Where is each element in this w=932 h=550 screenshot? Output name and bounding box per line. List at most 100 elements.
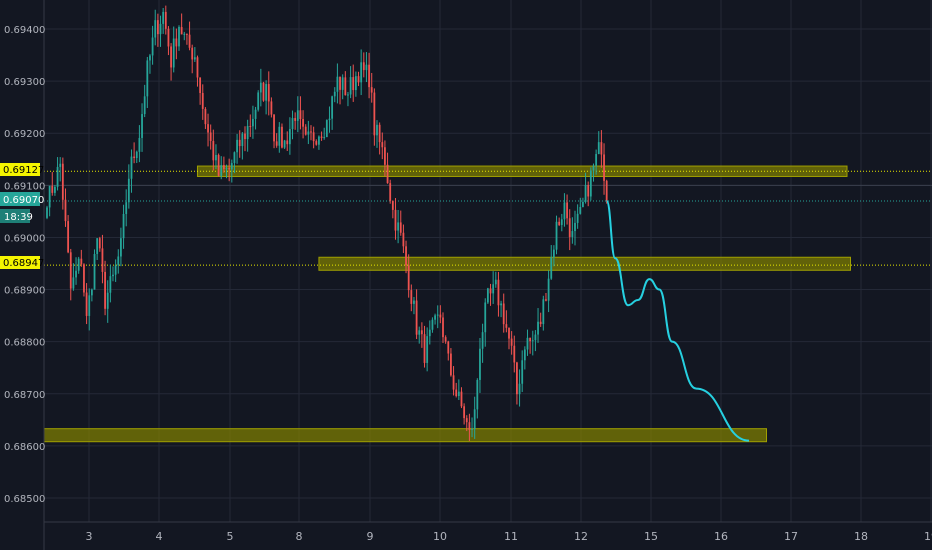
price-tick-label: 0.68700	[4, 390, 45, 401]
projection-path	[605, 199, 750, 442]
price-axis[interactable]: 0.69400 0.69300 0.69200 0.69100 0.69000 0.689…	[4, 0, 45, 550]
candle-body	[603, 154, 605, 181]
candle-body	[288, 129, 291, 145]
candle-body	[558, 221, 561, 225]
candle-body	[191, 47, 194, 60]
candle-body	[233, 152, 236, 164]
countdown-tag: 18:39	[4, 212, 33, 223]
candle-body	[566, 202, 568, 219]
candle-body	[299, 110, 302, 119]
candle-body	[439, 314, 442, 318]
candle-body	[310, 131, 312, 133]
candle-body	[215, 154, 217, 161]
candle-body	[98, 238, 101, 249]
candle-body	[373, 92, 376, 136]
candle-body	[484, 302, 487, 333]
candle-body	[571, 231, 574, 237]
candle-body	[431, 319, 434, 330]
time-axis[interactable]: 3 4 5 8 9 10 11 12 15 16 17 18 19	[44, 521, 932, 543]
candle-body	[410, 290, 413, 304]
candle-body	[434, 315, 436, 320]
candle-body	[539, 321, 542, 325]
candle-body	[220, 165, 223, 176]
candle-body	[106, 292, 109, 309]
candle-body	[120, 238, 122, 257]
candle-body	[505, 324, 508, 328]
candle-body	[423, 334, 426, 363]
candle-body	[552, 249, 555, 258]
candle-body	[413, 300, 415, 304]
time-tick-label: 9	[367, 530, 374, 543]
candle-body	[193, 57, 196, 60]
candle-body	[526, 337, 529, 350]
candle-body	[492, 284, 495, 294]
candle-body	[286, 140, 289, 145]
candle-body	[391, 200, 394, 210]
candle-body	[167, 28, 170, 47]
candle-body	[199, 77, 202, 93]
candle-body	[471, 428, 473, 430]
candle-body	[523, 349, 526, 361]
time-tick-label: 12	[574, 530, 588, 543]
candle-body	[201, 92, 204, 109]
candle-body	[529, 337, 532, 342]
candle-body	[244, 133, 246, 140]
candle-body	[127, 178, 130, 203]
candle-body	[550, 257, 553, 279]
candle-body	[162, 11, 165, 24]
candle-body	[80, 258, 83, 265]
candle-body	[576, 213, 579, 223]
candle-body	[444, 337, 447, 342]
candle-body	[555, 221, 558, 250]
time-tick-label: 8	[296, 530, 303, 543]
candle-body	[460, 391, 463, 407]
candle-body	[204, 108, 207, 125]
candle-body	[542, 299, 545, 325]
price-tick-label: 0.69000	[4, 233, 45, 244]
level-1-tag: 0.69127	[3, 165, 44, 176]
candle-body	[600, 142, 603, 155]
candle-body	[175, 38, 178, 47]
candle-body	[605, 180, 608, 201]
candle-body	[196, 57, 199, 78]
price-tags: 0.69127 0.69070 18:39 0.68947	[0, 163, 44, 269]
candle-body	[283, 140, 286, 148]
candle-body	[151, 37, 154, 56]
candle-body	[236, 139, 238, 153]
candle-body	[426, 336, 429, 363]
candle-body	[238, 139, 241, 147]
time-tick-label: 4	[156, 530, 163, 543]
candle-body	[104, 271, 106, 309]
candle-body	[399, 222, 402, 233]
candle-body	[370, 87, 373, 93]
candle-body	[77, 258, 80, 271]
candle-body	[378, 124, 381, 143]
candle-body	[328, 118, 331, 121]
candle-body	[72, 277, 75, 289]
projection-curve	[605, 199, 750, 442]
level-1-tag-bg	[0, 163, 40, 176]
candle-body	[579, 206, 582, 214]
candle-body	[397, 222, 400, 231]
countdown-tag-bg	[0, 209, 30, 223]
price-tick-label: 0.69200	[4, 129, 45, 140]
horizontal-levels	[44, 170, 932, 266]
candle-body	[452, 375, 455, 390]
candle-body	[67, 221, 70, 253]
candle-body	[347, 94, 349, 96]
price-tick-label: 0.69400	[4, 25, 45, 36]
candle-body	[560, 219, 563, 225]
candle-body	[320, 136, 323, 138]
candle-body	[267, 84, 270, 102]
candle-body	[93, 253, 96, 290]
candle-body	[592, 165, 595, 171]
candle-body	[354, 76, 357, 91]
candle-body	[582, 201, 584, 207]
time-tick-label: 17	[784, 530, 798, 543]
candle-body	[259, 82, 262, 93]
price-tick-label: 0.68600	[4, 442, 45, 453]
time-tick-label: 10	[433, 530, 447, 543]
price-tick-label: 0.69100	[4, 181, 45, 192]
